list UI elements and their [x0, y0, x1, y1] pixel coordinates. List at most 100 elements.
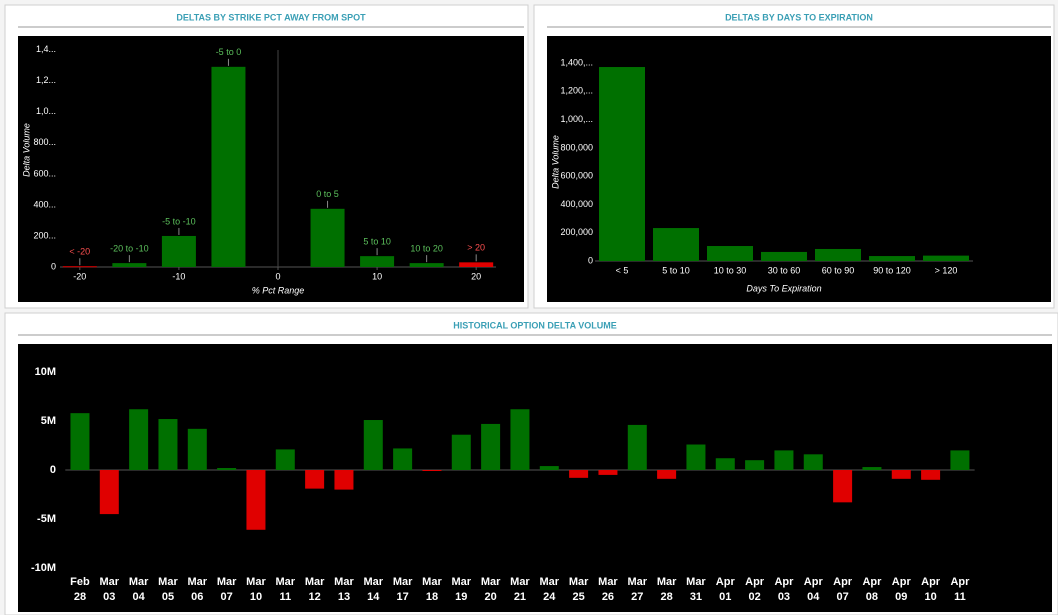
bar — [869, 256, 915, 261]
tick-label-line: Apr — [833, 576, 853, 588]
x-tick-label: 60 to 90 — [822, 265, 855, 275]
x-tick-label: Mar 20 — [481, 576, 501, 603]
bar — [211, 66, 246, 268]
tick-label-line: 19 — [455, 591, 467, 603]
bar — [923, 255, 969, 261]
x-tick-label: Mar 31 — [686, 576, 706, 603]
bar — [310, 208, 345, 267]
y-tick-label: 200... — [33, 230, 56, 240]
tick-label-line: 17 — [396, 591, 408, 603]
bar — [360, 256, 395, 267]
x-tick-label: Apr 04 — [804, 576, 824, 603]
x-tick-label: Mar 18 — [422, 576, 442, 603]
tick-label-line: 27 — [631, 591, 643, 603]
y-tick-label: 0 — [51, 261, 56, 271]
y-tick-label: 0 — [588, 255, 593, 265]
bar-label: 5 to 10 — [363, 237, 391, 247]
tick-label-line: 03 — [103, 591, 115, 603]
x-tick-label: Apr 02 — [745, 576, 765, 603]
tick-label-line: 08 — [866, 591, 878, 603]
y-tick-label: 1,200,... — [560, 86, 593, 96]
y-tick-label: -10M — [31, 562, 56, 574]
bar — [305, 470, 325, 489]
tick-label-line: 07 — [221, 591, 233, 603]
tick-label-line: Mar — [246, 576, 266, 588]
x-tick-label: Mar 14 — [364, 576, 384, 603]
bar — [129, 409, 149, 470]
bar — [99, 470, 119, 515]
bar-label: -5 to -10 — [162, 216, 196, 226]
y-tick-label: 1,000,... — [560, 114, 593, 124]
bar — [539, 466, 559, 470]
y-tick-label: 400... — [33, 199, 56, 209]
x-tick-label: Mar 28 — [657, 576, 677, 603]
tick-label-line: Mar — [540, 576, 560, 588]
tick-label-line: 04 — [807, 591, 820, 603]
bar — [275, 449, 295, 470]
chart-title: DELTAS BY DAYS TO EXPIRATION — [725, 12, 873, 22]
x-tick-label: 30 to 60 — [768, 265, 801, 275]
x-tick-label: Mar 05 — [158, 576, 178, 603]
y-tick-label: 600... — [33, 168, 56, 178]
y-tick-label: 10M — [35, 366, 56, 378]
x-tick-label: Mar 06 — [188, 576, 208, 603]
x-tick-label: Apr 01 — [716, 576, 736, 603]
x-tick-label: -10 — [172, 271, 185, 281]
x-tick-label: Mar 13 — [334, 576, 354, 603]
bar — [653, 228, 699, 261]
x-tick-label: Mar 04 — [129, 576, 149, 603]
bar — [510, 409, 530, 470]
tick-label-line: Mar — [657, 576, 677, 588]
tick-label-line: Feb — [70, 576, 90, 588]
tick-label-line: Mar — [158, 576, 178, 588]
bar — [891, 470, 911, 479]
tick-label-line: Mar — [510, 576, 530, 588]
tick-label-line: 13 — [338, 591, 350, 603]
x-tick-label: Mar 19 — [452, 576, 472, 603]
x-tick-label: Mar 27 — [627, 576, 647, 603]
y-tick-label: 5M — [41, 415, 56, 427]
bar-label: 0 to 5 — [316, 189, 339, 199]
bar — [657, 470, 677, 479]
chart-title: DELTAS BY STRIKE PCT AWAY FROM SPOT — [176, 12, 366, 22]
tick-label-line: 20 — [484, 591, 496, 603]
tick-label-line: 26 — [602, 591, 614, 603]
tick-label-line: 09 — [895, 591, 907, 603]
bar — [833, 470, 853, 503]
bar — [569, 470, 589, 478]
tick-label-line: 05 — [162, 591, 174, 603]
x-tick-label: Mar 03 — [100, 576, 120, 603]
bar — [112, 263, 147, 267]
bar-label: < -20 — [69, 247, 90, 257]
y-tick-label: 400,000 — [560, 199, 593, 209]
bar — [334, 470, 354, 490]
tick-label-line: 04 — [133, 591, 146, 603]
y-axis-label: Delta Volume — [21, 123, 31, 177]
bar — [459, 262, 494, 267]
y-axis-label: Delta Volume — [550, 135, 560, 189]
tick-label-line: Mar — [422, 576, 442, 588]
tick-label-line: Apr — [745, 576, 765, 588]
tick-label-line: Mar — [305, 576, 325, 588]
x-tick-label: Apr 11 — [950, 576, 970, 603]
x-tick-label: 10 to 30 — [714, 265, 747, 275]
bar — [707, 246, 753, 261]
bar — [803, 454, 823, 470]
tick-label-line: 06 — [191, 591, 203, 603]
x-tick-label: 0 — [275, 271, 280, 281]
bar — [715, 458, 735, 470]
tick-label-line: 01 — [719, 591, 731, 603]
x-tick-label: < 5 — [616, 265, 629, 275]
bar — [363, 420, 383, 470]
x-tick-label: Apr 08 — [862, 576, 882, 603]
bar — [774, 450, 794, 470]
tick-label-line: Mar — [188, 576, 208, 588]
y-tick-label: 800,000 — [560, 142, 593, 152]
tick-label-line: 10 — [924, 591, 936, 603]
x-tick-label: Mar 11 — [276, 576, 296, 603]
tick-label-line: Mar — [569, 576, 589, 588]
bar — [217, 468, 237, 470]
tick-label-line: 02 — [748, 591, 760, 603]
